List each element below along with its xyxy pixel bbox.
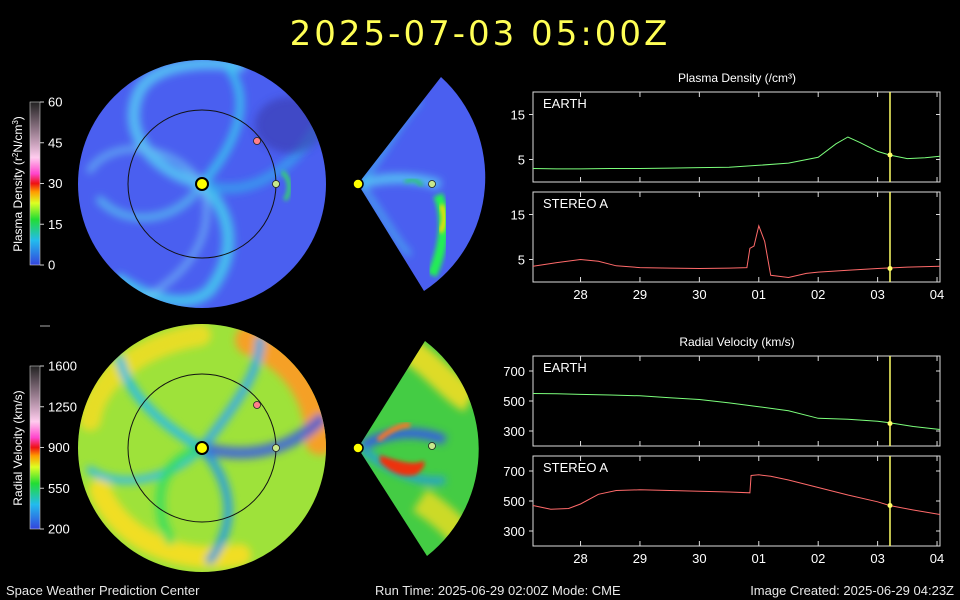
- panel-frame: [532, 191, 941, 283]
- density-colorbar-tick-label: 60: [48, 95, 62, 110]
- density-colorbar-tick-label: 0: [48, 258, 55, 273]
- sun-marker: [195, 177, 209, 191]
- y-tick-label: 500: [503, 494, 525, 509]
- panel-label: STEREO A: [543, 196, 608, 211]
- velocity-colorbar-tick-label: 900: [48, 440, 70, 455]
- velocity-colorbar-tick-label: 1250: [48, 399, 77, 414]
- y-tick-label: 700: [503, 464, 525, 479]
- velocity-colorbar-tick-label: 1600: [48, 359, 77, 374]
- y-tick-label: 5: [518, 153, 525, 168]
- stereo-a-timeseries-panel: 300 500 700 28 29 30 01 02 03 04 STEREO A: [503, 455, 944, 566]
- velocity-colorbar-gradient: [29, 365, 41, 530]
- x-tick-label: 28: [573, 287, 587, 302]
- x-tick-label: 04: [930, 287, 944, 302]
- current-value-dot: [887, 421, 893, 426]
- x-tick-label: 30: [692, 551, 706, 566]
- current-value-dot: [887, 266, 893, 271]
- velocity-colorbar-tick-label: 200: [48, 522, 70, 537]
- density-colorbar-tick-label: 45: [48, 135, 62, 150]
- velocity-ecliptic-map: [78, 324, 326, 572]
- page-title: 2025-07-03 05:00Z: [289, 14, 671, 54]
- x-tick-label: 01: [752, 551, 766, 566]
- velocity-colorbar-tick-label: 550: [48, 481, 70, 496]
- velocity-colorbar-label: Radial Velocity (km/s): [11, 390, 25, 505]
- footer-organization: Space Weather Prediction Center: [6, 583, 200, 598]
- x-tick-label: 01: [752, 287, 766, 302]
- density-meridional-map: [352, 77, 486, 291]
- earth-marker: [272, 180, 280, 188]
- density-colorbar-label: Plasma Density (r2N/cm3): [11, 116, 25, 252]
- earth-series-line: [532, 393, 941, 430]
- earth-marker-side: [428, 180, 436, 188]
- earth-timeseries-panel: 300 500 700 EARTH: [503, 355, 941, 447]
- current-value-dot: [887, 503, 893, 508]
- x-tick-label: 28: [573, 551, 587, 566]
- stereo-a-series-line: [532, 474, 941, 515]
- density-colorbar-tick-label: 15: [48, 217, 62, 232]
- density-colorbar: 60 45 30 15 0 Plasma Density (r2N/cm3): [11, 95, 62, 273]
- earth-marker-side: [428, 442, 436, 450]
- panel-label: EARTH: [543, 96, 587, 111]
- earth-timeseries-panel: 5 15 EARTH: [511, 91, 941, 183]
- y-tick-label: 15: [511, 208, 525, 223]
- x-tick-label: 29: [633, 287, 647, 302]
- velocity-chart-title: Radial Velocity (km/s): [679, 335, 794, 349]
- velocity-colorbar: 1600 1250 900 550 200 Radial Velocity (km/s): [11, 359, 77, 537]
- footer-image-created: Image Created: 2025-06-29 04:23Z: [750, 583, 954, 598]
- stereo-a-series-line: [532, 224, 941, 279]
- x-tick-label: 02: [811, 287, 825, 302]
- x-tick-label: 29: [633, 551, 647, 566]
- earth-marker: [272, 444, 280, 452]
- sun-marker-side: [352, 178, 364, 190]
- x-tick-label: 30: [692, 287, 706, 302]
- panel-frame: [532, 355, 941, 447]
- y-tick-label: 500: [503, 394, 525, 409]
- x-tick-label: 03: [870, 551, 884, 566]
- density-ecliptic-map: [78, 60, 326, 308]
- density-colorbar-tick-label: 30: [48, 176, 62, 191]
- panel-label: STEREO A: [543, 460, 608, 475]
- stereo-a-marker: [253, 401, 261, 409]
- x-tick-label: 02: [811, 551, 825, 566]
- panel-label: EARTH: [543, 360, 587, 375]
- x-tick-label: 03: [870, 287, 884, 302]
- y-tick-label: 700: [503, 364, 525, 379]
- velocity-meridional-map: [352, 341, 479, 556]
- sun-marker: [195, 441, 209, 455]
- density-colorbar-gradient: [29, 101, 41, 266]
- y-tick-label: 5: [518, 253, 525, 268]
- current-value-dot: [887, 152, 893, 158]
- y-tick-label: 15: [511, 108, 525, 123]
- y-tick-label: 300: [503, 424, 525, 439]
- stereo-a-marker: [253, 137, 261, 145]
- density-chart-title: Plasma Density (/cm³): [678, 71, 796, 85]
- sun-marker-side: [352, 442, 364, 454]
- y-tick-label: 300: [503, 524, 525, 539]
- x-tick-label: 04: [930, 551, 944, 566]
- footer-run-time: Run Time: 2025-06-29 02:00Z Mode: CME: [375, 583, 621, 598]
- stereo-a-timeseries-panel: 5 15 28 29 30 01 02 03 04 STEREO A: [511, 191, 944, 302]
